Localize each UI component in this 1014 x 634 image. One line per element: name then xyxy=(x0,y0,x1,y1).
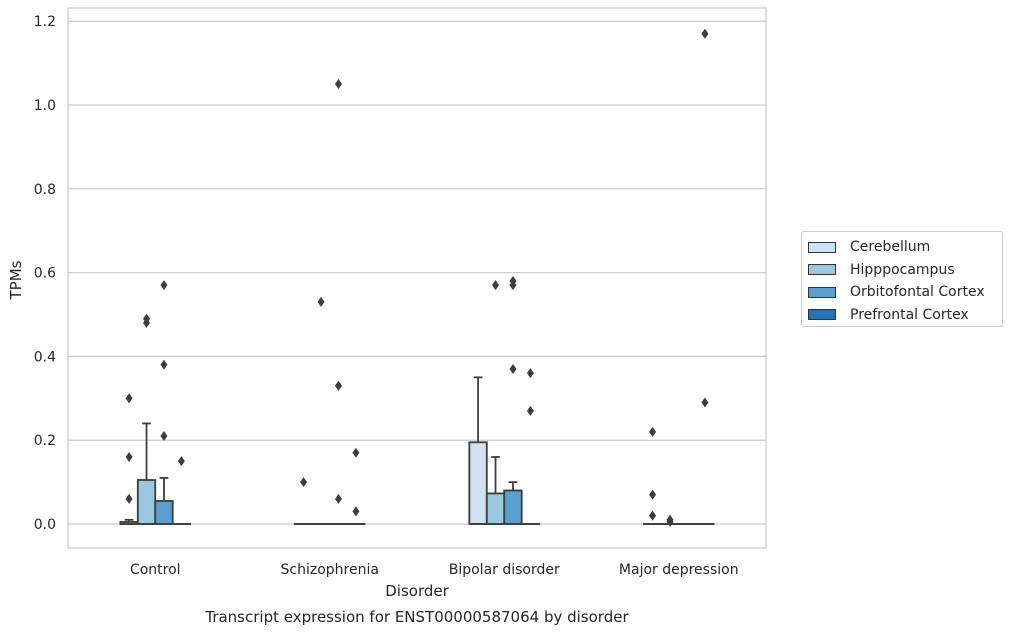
outlier-point xyxy=(160,431,168,442)
box-hipppocampus xyxy=(136,422,157,525)
legend-item-cerebellum: Cerebellum xyxy=(808,236,1002,259)
outlier-point xyxy=(125,451,133,462)
y-tick-label: 1.2 xyxy=(34,14,56,30)
legend-swatch xyxy=(808,264,836,276)
box-body xyxy=(485,492,506,525)
outlier-point xyxy=(649,510,657,521)
outliers-layer xyxy=(125,28,709,527)
box-body xyxy=(136,479,157,525)
outlier-point xyxy=(177,456,185,467)
outlier-point xyxy=(125,393,133,404)
outlier-point xyxy=(526,368,534,379)
legend-label: Orbitofontal Cortex xyxy=(850,284,985,301)
x-tick-labels: Control Schizophrenia Bipolar disorder Majo… xyxy=(130,562,739,578)
legend-swatch xyxy=(808,241,836,253)
legend-label: Cerebellum xyxy=(850,239,931,256)
outlier-point xyxy=(492,280,500,291)
outlier-point xyxy=(160,359,168,370)
plot-frame xyxy=(67,7,767,549)
box-hipppocampus xyxy=(485,456,506,525)
outlier-point xyxy=(509,363,517,374)
box-body xyxy=(154,500,174,525)
outlier-point xyxy=(526,405,534,416)
outlier-point xyxy=(143,313,151,324)
box-orbitofontal-cortex xyxy=(503,481,523,525)
y-tick-label: 0.2 xyxy=(34,433,56,449)
outlier-point xyxy=(649,489,657,500)
legend-swatch xyxy=(808,286,836,298)
x-tick-label: Schizophrenia xyxy=(281,562,379,578)
box-orbitofontal-cortex xyxy=(154,477,174,525)
boxes-layer xyxy=(119,376,715,525)
legend-label: Prefrontal Cortex xyxy=(850,306,969,323)
outlier-point xyxy=(300,477,308,488)
figure-caption: Transcript expression for ENST0000058706… xyxy=(204,608,629,626)
legend-label: Hipppocampus xyxy=(850,261,955,278)
y-tick-label: 0.4 xyxy=(34,349,56,365)
outlier-point xyxy=(160,280,168,291)
x-tick-label: Control xyxy=(130,562,181,578)
box-body xyxy=(503,489,523,525)
legend-item-orbitofontal-cortex: Orbitofontal Cortex xyxy=(808,281,1002,304)
outlier-point xyxy=(334,380,342,391)
outlier-point xyxy=(317,296,325,307)
outlier-point xyxy=(125,493,133,504)
x-axis-label: Disorder xyxy=(385,582,449,600)
outlier-point xyxy=(334,79,342,90)
x-tick-label: Major depression xyxy=(619,562,739,578)
y-tick-label: 0.8 xyxy=(34,182,56,198)
box-cerebellum xyxy=(468,376,488,525)
x-tick-label: Bipolar disorder xyxy=(449,562,560,578)
y-tick-label: 1.0 xyxy=(34,98,56,114)
y-axis-label: TPMs xyxy=(7,260,25,300)
y-tick-label: 0.0 xyxy=(34,517,56,533)
outlier-point xyxy=(352,447,360,458)
legend-item-hipppocampus: Hipppocampus xyxy=(808,259,1002,282)
y-tick-labels: 0.0 0.2 0.4 0.6 0.8 1.0 1.2 xyxy=(34,14,56,533)
outlier-point xyxy=(666,514,674,525)
outlier-point xyxy=(649,426,657,437)
outlier-point xyxy=(352,506,360,517)
legend-swatch xyxy=(808,309,836,321)
legend-item-prefrontal-cortex: Prefrontal Cortex xyxy=(808,304,1002,327)
outlier-point xyxy=(701,28,709,39)
outlier-point xyxy=(334,493,342,504)
box-cerebellum xyxy=(119,518,139,525)
legend: Cerebellum Hipppocampus Orbitofontal Cor… xyxy=(801,231,1003,327)
y-tick-label: 0.6 xyxy=(34,266,56,282)
grid-layer xyxy=(68,20,766,525)
outlier-point xyxy=(701,397,709,408)
outlier-point xyxy=(509,275,517,286)
box-body xyxy=(468,441,488,525)
